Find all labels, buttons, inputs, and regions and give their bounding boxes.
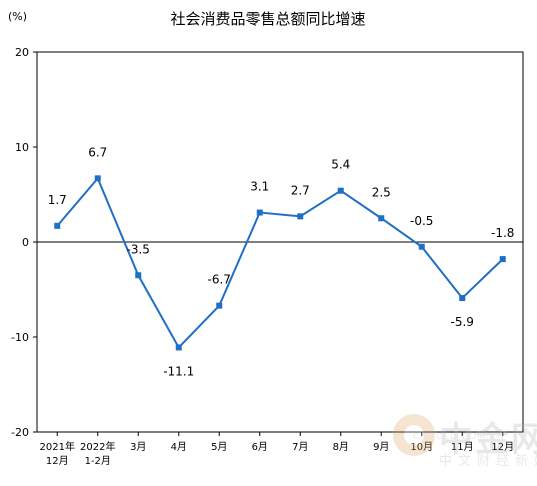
x-tick-label: 7月 [292, 441, 308, 453]
data-point [297, 213, 304, 220]
data-label: 1.7 [48, 193, 67, 207]
y-tick-label: 0 [22, 236, 29, 249]
x-tick-label: 10月 [410, 441, 433, 453]
data-label: 3.1 [250, 180, 269, 194]
x-tick-label: 12月 [491, 441, 514, 453]
data-point [459, 295, 466, 302]
y-tick-label: -20 [11, 426, 29, 439]
x-tick-label: 8月 [333, 441, 349, 453]
data-point [216, 302, 223, 309]
data-label: 2.7 [291, 183, 310, 197]
data-label: -5.9 [451, 315, 474, 329]
x-tick-label: 5月 [211, 441, 227, 453]
data-point [54, 222, 61, 229]
unit-label: (%) [8, 10, 27, 23]
data-point [499, 256, 506, 263]
x-tick-label: 2022年 [80, 440, 115, 453]
chart-title: 社会消费品零售总额同比增速 [170, 10, 365, 28]
data-point [175, 344, 182, 351]
data-label: 5.4 [331, 158, 350, 172]
data-point [418, 243, 425, 250]
x-tick-label: 6月 [252, 441, 268, 453]
x-tick-label: 11月 [451, 441, 474, 453]
data-label: -1.8 [491, 226, 514, 240]
x-tick-label: 2021年 [40, 440, 75, 453]
data-label: -6.7 [208, 273, 231, 287]
series-line [56, 176, 504, 350]
x-tick-label: 1-2月 [85, 455, 111, 467]
x-tick-label: 12月 [46, 455, 69, 467]
x-tick-label: 4月 [171, 441, 187, 453]
data-point [256, 209, 263, 216]
data-label: -11.1 [163, 364, 194, 378]
x-tick-label: 9月 [373, 441, 389, 453]
data-label: -0.5 [410, 214, 433, 228]
data-label: 2.5 [372, 185, 391, 199]
data-point [337, 187, 344, 194]
data-label: -3.5 [127, 242, 150, 256]
x-tick-label: 3月 [130, 441, 146, 453]
y-tick-label: -10 [11, 331, 29, 344]
data-point [135, 272, 142, 279]
data-point [378, 215, 385, 222]
data-point [94, 175, 101, 182]
y-tick-label: 10 [15, 141, 29, 154]
data-label: 6.7 [88, 145, 107, 159]
y-tick-label: 20 [15, 46, 29, 59]
